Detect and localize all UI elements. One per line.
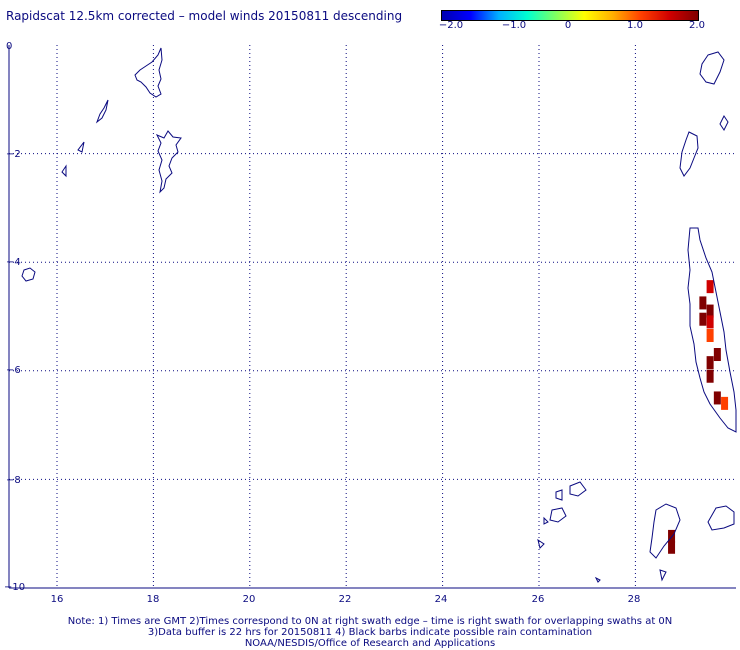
- lake-tanganyika-coastline: [687, 227, 737, 433]
- colorbar: [441, 10, 699, 21]
- map-title: Rapidscat 12.5km corrected – model winds…: [6, 9, 403, 23]
- lake-coastline: [659, 569, 667, 582]
- coastlines: [21, 47, 737, 583]
- lake-coastline: [707, 505, 735, 531]
- x-tick-label: 20: [243, 594, 256, 605]
- island-coastline: [77, 141, 85, 153]
- coastline-gabon: [155, 130, 182, 194]
- lake-coastline: [569, 481, 587, 497]
- colorbar-tick: −1.0: [501, 20, 527, 31]
- island-coastline: [21, 267, 36, 282]
- colorbar-tick: 1.0: [627, 20, 643, 31]
- wind-cell: [699, 296, 707, 310]
- lake-coastline: [555, 489, 563, 501]
- x-tick-label: 26: [532, 594, 545, 605]
- lake-coastline: [549, 507, 567, 523]
- island-coastline: [134, 47, 163, 98]
- x-tick-label: 22: [339, 594, 352, 605]
- wind-cell: [721, 396, 729, 410]
- x-tick-label: 24: [435, 594, 448, 605]
- lake-coastline: [543, 516, 549, 525]
- y-tick-label: −4: [6, 257, 21, 268]
- x-tick-label: 28: [628, 594, 641, 605]
- colorbar-tick: −2.0: [438, 20, 464, 31]
- lake-coastline: [537, 538, 545, 549]
- wind-cell: [706, 369, 714, 383]
- wind-cell: [706, 280, 714, 294]
- y-tick-label: −6: [6, 365, 21, 376]
- island-coastline: [95, 99, 109, 124]
- wind-cell: [699, 312, 707, 326]
- colorbar-tick: 2.0: [689, 20, 705, 31]
- wind-cell: [713, 391, 721, 405]
- y-tick-label: 0: [6, 41, 12, 52]
- wind-cell: [706, 304, 714, 318]
- wind-cell: [668, 540, 676, 554]
- wind-cell: [706, 356, 714, 370]
- graticule: [9, 45, 736, 588]
- x-tick-label: 16: [51, 594, 64, 605]
- lake-coastline: [594, 576, 601, 583]
- x-tick-label: 18: [147, 594, 160, 605]
- lake-coastline: [679, 131, 699, 177]
- lake-coastline: [719, 115, 729, 131]
- wind-cell: [706, 315, 714, 329]
- y-tick-label: −2: [6, 149, 21, 160]
- axis-labels: 0 −2 −4 −6 −8 −10 16 18 20 22 24 26 28: [4, 41, 640, 605]
- island-coastline: [61, 164, 67, 178]
- wind-cell: [706, 329, 714, 343]
- note-line-1: Note: 1) Times are GMT 2)Times correspon…: [67, 616, 673, 627]
- wind-cell: [713, 348, 721, 362]
- note-line-3: NOAA/NESDIS/Office of Research and Appli…: [244, 638, 496, 649]
- colorbar-tick: 0: [564, 20, 572, 31]
- lake-coastline: [699, 51, 725, 85]
- y-tick-label: −8: [6, 475, 21, 486]
- y-tick-label: −10: [4, 582, 25, 593]
- lake-coastline: [649, 503, 681, 559]
- note-line-2: 3)Data buffer is 22 hrs for 20150811 4) …: [147, 627, 593, 638]
